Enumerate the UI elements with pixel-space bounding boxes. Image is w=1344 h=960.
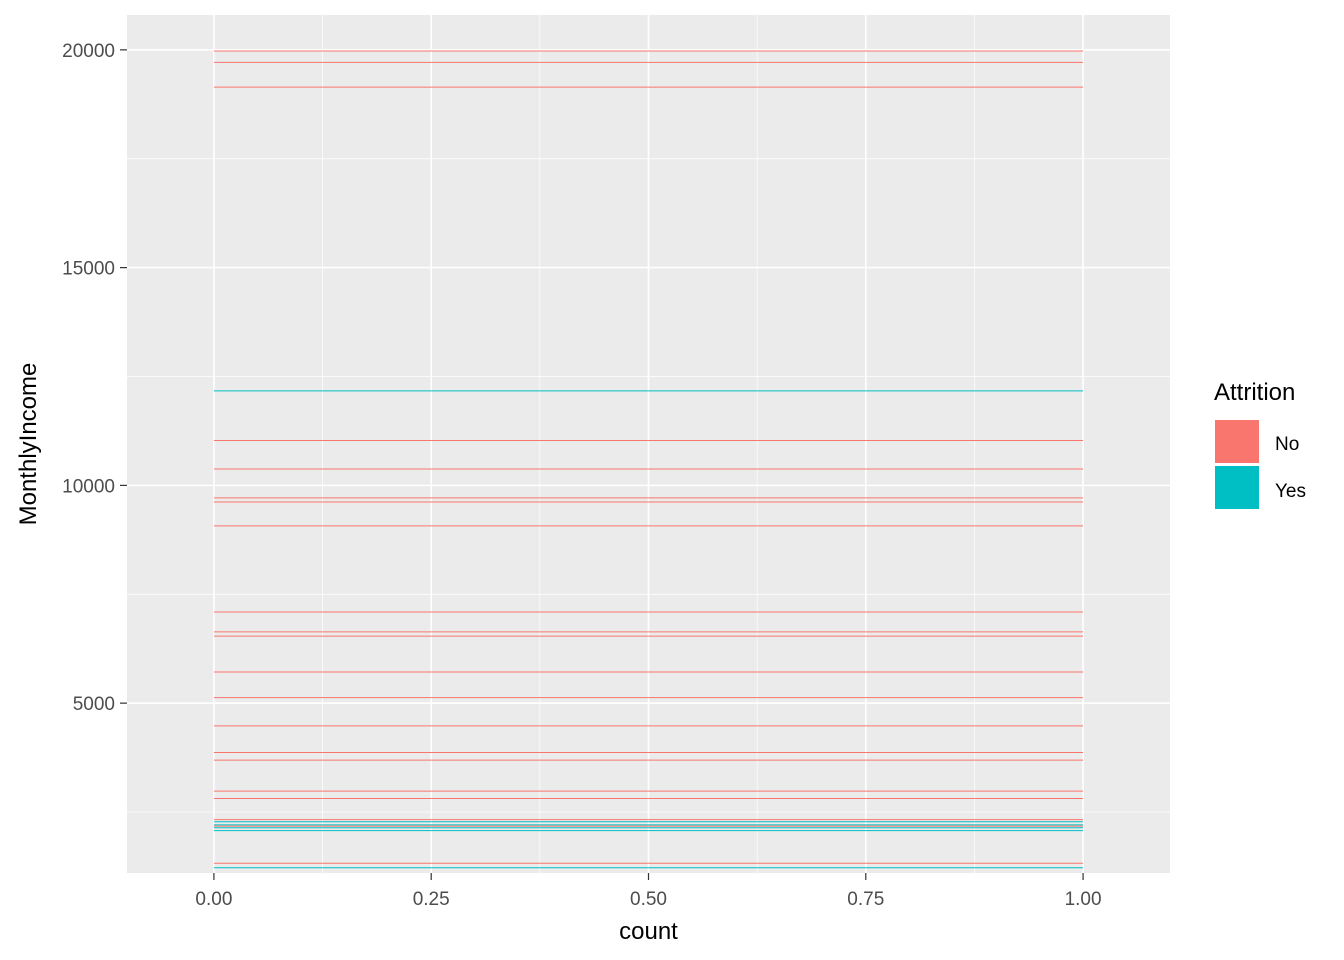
x-tick-label: 0.25 xyxy=(413,889,450,910)
y-tick-label: 15000 xyxy=(62,259,115,280)
x-tick-label: 0.75 xyxy=(847,889,884,910)
y-tick-label: 5000 xyxy=(73,694,115,715)
bars xyxy=(213,50,1084,869)
x-axis: 0.00 0.25 0.50 0.75 1.00 xyxy=(195,873,1102,910)
y-axis-title: MonthlyIncome xyxy=(15,363,42,526)
legend-key-no xyxy=(1215,420,1259,463)
legend-title: Attrition xyxy=(1214,379,1295,406)
x-tick-label: 0.50 xyxy=(630,889,667,910)
x-tick-label: 1.00 xyxy=(1065,889,1102,910)
y-axis: 5000 10000 15000 20000 xyxy=(62,41,127,715)
x-axis-title: count xyxy=(619,918,678,945)
legend-label-yes: Yes xyxy=(1275,481,1306,502)
y-tick-label: 20000 xyxy=(62,41,115,62)
legend-label-no: No xyxy=(1275,434,1299,455)
y-tick-label: 10000 xyxy=(62,476,115,497)
grid-major xyxy=(127,15,1170,873)
x-tick-label: 0.00 xyxy=(195,889,232,910)
legend-key-yes xyxy=(1215,466,1259,509)
legend: Attrition No Yes xyxy=(1214,379,1306,509)
